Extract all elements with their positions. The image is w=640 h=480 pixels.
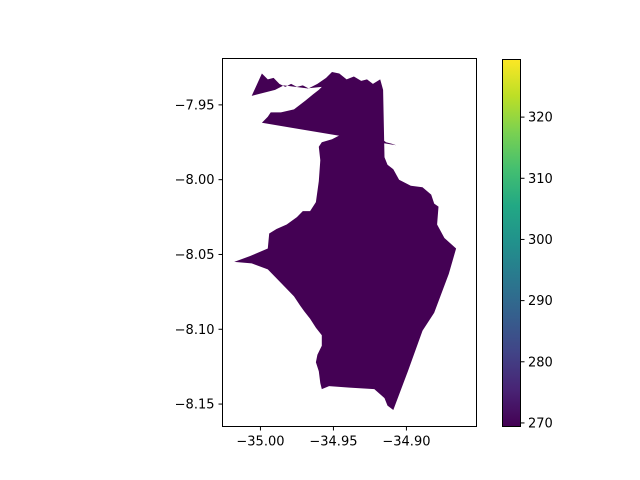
y-tick-label: −8.10 (175, 323, 215, 338)
x-axis-ticks: −35.00 −34.95 −34.90 (236, 426, 430, 450)
y-tick-label: −8.05 (175, 248, 215, 263)
y-axis-ticks: −7.95 −8.00 −8.05 −8.10 −8.15 (175, 98, 223, 413)
axes-frame (222, 58, 477, 427)
colorbar-tick-label: 290 (528, 294, 553, 309)
colorbar: 270 280 290 300 310 320 (502, 59, 553, 431)
colorbar-tick-label: 320 (528, 111, 553, 126)
y-tick-label: −8.00 (175, 173, 215, 188)
colorbar-gradient (502, 59, 520, 426)
y-tick-label: −8.15 (175, 398, 215, 413)
colorbar-tick-label: 310 (528, 172, 553, 187)
x-tick-label: −34.95 (309, 435, 357, 450)
x-tick-label: −34.90 (382, 435, 430, 450)
map-region-0 (234, 72, 457, 410)
colorbar-tick-label: 300 (528, 233, 553, 248)
y-tick-label: −7.95 (175, 98, 215, 113)
colorbar-tick-label: 280 (528, 355, 553, 370)
map-axes: −35.00 −34.95 −34.90 −7.95−8.00−8.05−8.10−… (175, 58, 477, 450)
colorbar-ticks: 270 280 290 300 310 320 (520, 111, 553, 431)
colorbar-tick-label: 270 (528, 416, 553, 431)
regions-layer (234, 72, 457, 410)
x-tick-label: −35.00 (236, 435, 284, 450)
colorbar-frame (502, 59, 521, 427)
